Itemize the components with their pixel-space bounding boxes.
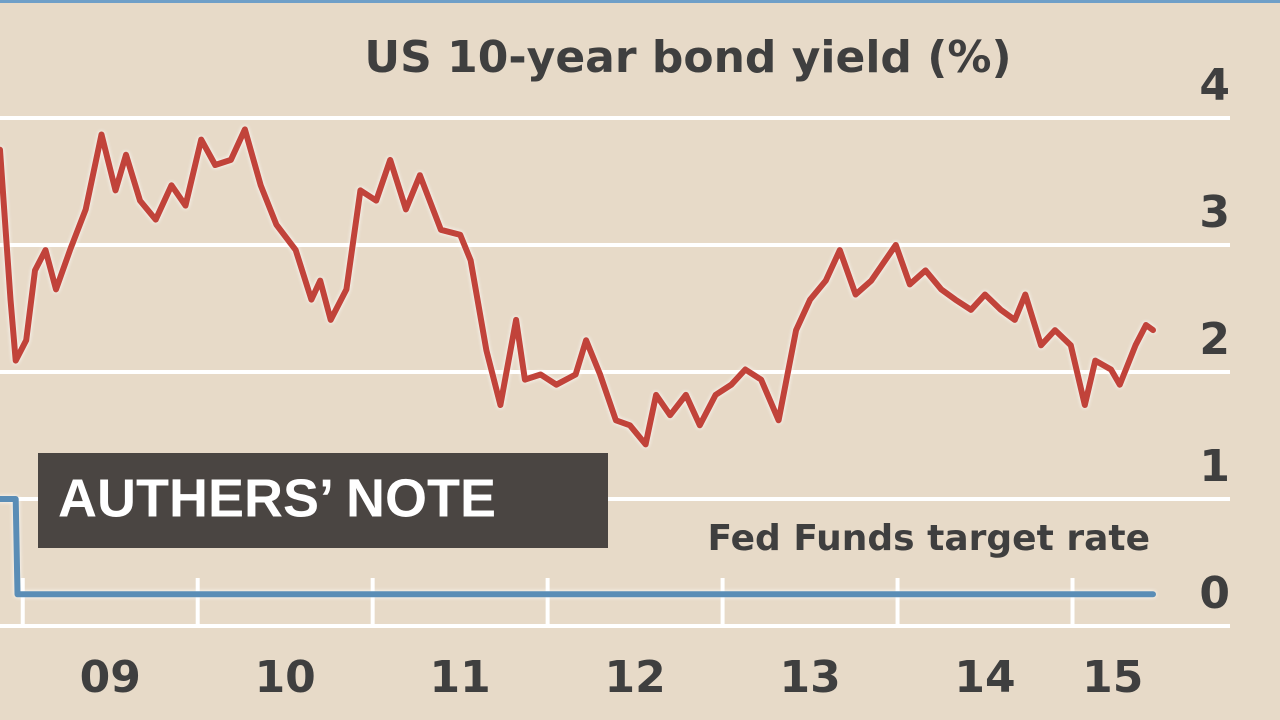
series-line [0,496,1156,598]
y-tick-label: 4 [1199,60,1230,111]
x-tick-label: 15 [1082,652,1143,703]
x-tick-label: 13 [779,652,840,703]
y-tick-label: 3 [1199,187,1230,238]
y-tick-label: 0 [1199,568,1230,619]
x-tick-label: 12 [604,652,665,703]
series-line [0,126,1156,448]
top-rule [0,0,1280,3]
banner-title: AUTHERS’ NOTE [58,468,496,528]
x-tick-label: 10 [255,652,316,703]
banner-box [38,453,608,548]
x-tick-label: 09 [80,652,141,703]
y-tick-label: 2 [1199,314,1230,365]
x-tick-label: 14 [954,652,1015,703]
chart-title: US 10-year bond yield (%) [364,32,1011,83]
annotation: Fed Funds target rate [708,518,1151,559]
x-tick-label: 11 [430,652,491,703]
y-tick-label: 1 [1199,441,1230,492]
lines [0,126,1156,598]
